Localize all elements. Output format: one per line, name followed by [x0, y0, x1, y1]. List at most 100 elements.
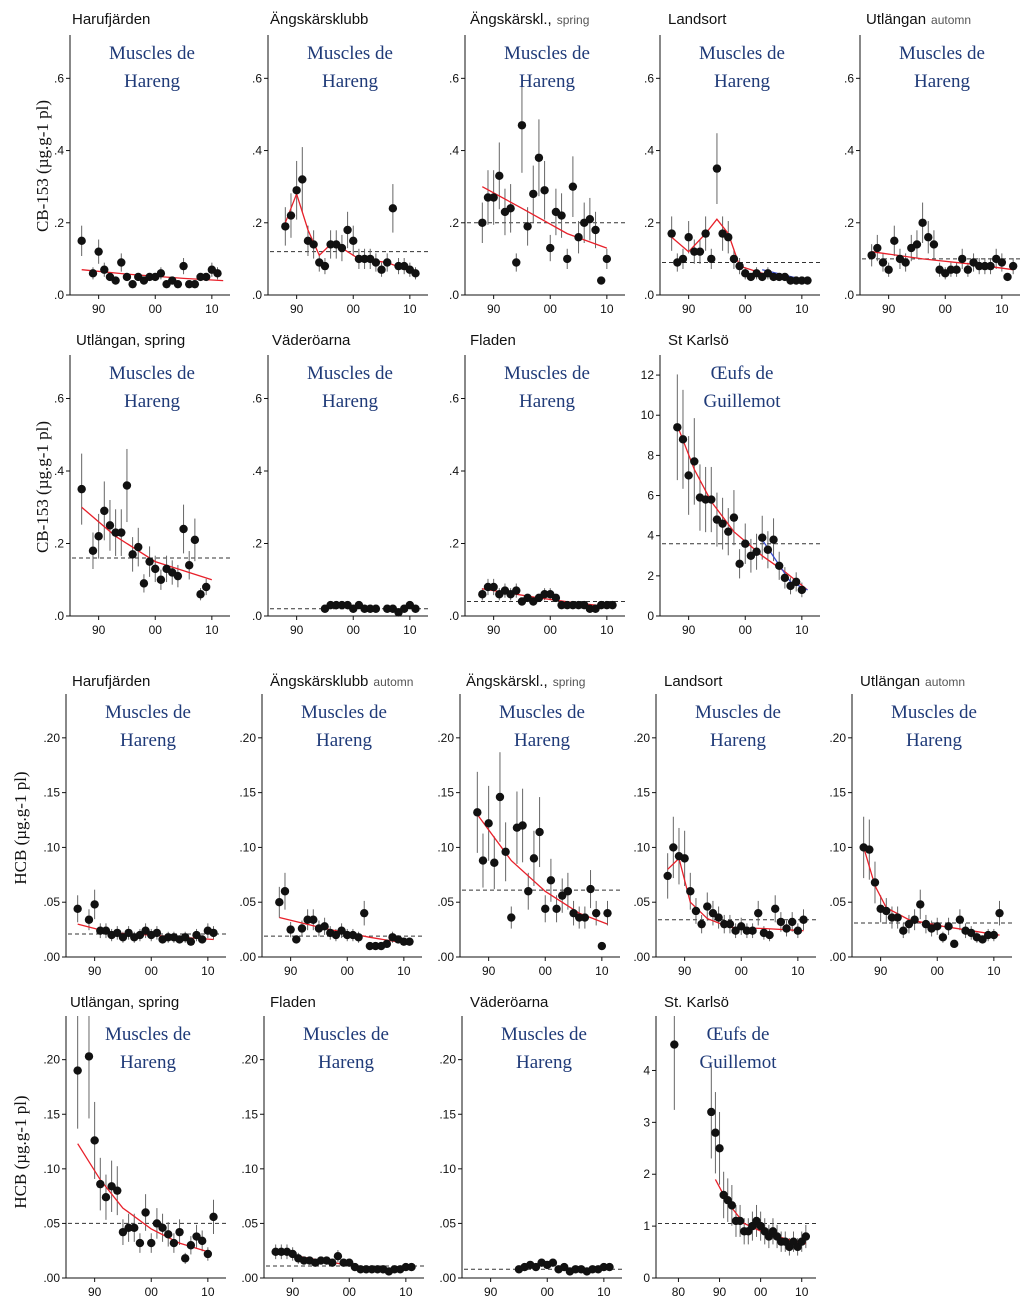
data-point: [196, 590, 205, 599]
data-point: [715, 1144, 724, 1153]
panel-title-text: Landsort: [668, 11, 727, 28]
annotation-line: Hareng: [914, 71, 970, 92]
panel-title-text: Ängskärsklubb: [270, 673, 368, 690]
data-point: [280, 887, 290, 896]
x-tick-label: 90: [484, 1285, 498, 1299]
data-point: [540, 186, 549, 195]
panel-17: Väderöarna .00 .05 .10 .15 .20 90 00 10 Muscles d…: [439, 994, 622, 1299]
data-point: [667, 229, 676, 238]
data-point: [354, 933, 363, 942]
data-point: [111, 276, 120, 285]
y-tick-label: .10: [239, 840, 256, 854]
y-tick-label: .00: [43, 1271, 60, 1285]
data-point: [186, 1241, 196, 1250]
data-point: [186, 937, 196, 946]
data-point: [727, 1201, 737, 1210]
data-point: [73, 1066, 82, 1075]
data-point: [714, 913, 723, 922]
data-point: [411, 604, 420, 613]
panel-10: Harufjärden .00 .05 .10 .15 .20 90 00 10 Muscles …: [43, 673, 226, 978]
data-point: [684, 471, 693, 480]
data-point: [100, 265, 109, 274]
panel-annotation: Œufs de Guillemot: [699, 1024, 777, 1073]
y-tick-label: .4: [252, 144, 262, 158]
panel-title: Ängskärsklubb automn: [270, 673, 413, 690]
annotation-line: Muscles de: [109, 363, 195, 384]
data-point: [724, 527, 733, 536]
data-point: [878, 258, 888, 267]
data-point: [158, 1223, 167, 1232]
panel-annotation: Muscles de Hareng: [109, 363, 195, 412]
data-point: [523, 222, 532, 231]
data-point: [118, 933, 128, 942]
panel-16: Fladen .00 .05 .10 .15 .20 90 00 10 Muscles de Har…: [241, 994, 424, 1299]
data-point: [708, 908, 718, 918]
data-point: [741, 539, 750, 548]
data-point: [147, 1238, 156, 1248]
data-point: [754, 908, 763, 918]
x-tick-label: 10: [597, 1285, 611, 1299]
y-tick-label: .15: [829, 786, 846, 800]
data-point: [921, 919, 931, 929]
data-point: [552, 904, 561, 913]
data-point: [901, 258, 910, 267]
y-tick-label: .4: [54, 144, 64, 158]
y-axis-label-row-4: HCB (µg.g-1 pl): [11, 1095, 30, 1208]
data-point: [707, 1107, 716, 1117]
data-point: [735, 559, 744, 568]
data-point: [605, 1262, 614, 1272]
panel-title-text: Harufjärden: [72, 11, 150, 28]
data-point: [517, 121, 527, 130]
y-tick-label: .10: [439, 1162, 456, 1176]
data-point: [405, 937, 414, 946]
data-point: [192, 1232, 201, 1241]
x-tick-label: 10: [600, 623, 614, 637]
data-point: [933, 922, 942, 931]
data-point: [152, 928, 162, 938]
data-point: [765, 930, 774, 940]
annotation-line: Muscles de: [105, 702, 191, 723]
annotation-line: Hareng: [519, 71, 575, 92]
data-point: [534, 153, 544, 162]
data-point: [546, 876, 556, 885]
y-tick-label: .20: [43, 1053, 60, 1067]
x-tick-label: 10: [995, 302, 1009, 316]
y-axis-label-row-1: CB-153 (µg.g-1 pl): [33, 100, 52, 232]
y-tick-label: .05: [437, 895, 454, 909]
y-tick-label: .15: [43, 786, 60, 800]
y-tick-label: .05: [43, 1216, 60, 1230]
panel-title-text: Landsort: [664, 673, 723, 690]
annotation-line: Muscles de: [301, 702, 387, 723]
y-tick-label: .15: [633, 786, 650, 800]
data-point: [164, 1230, 173, 1239]
data-point: [181, 1254, 190, 1263]
panel-title-text: Utlängan, spring: [70, 994, 179, 1011]
annotation-line: Hareng: [124, 391, 180, 412]
data-point: [776, 917, 786, 927]
y-tick-label: 10: [641, 408, 655, 422]
data-point: [737, 922, 746, 931]
panel-1: Harufjärden .0 .2 .4 .6 90 00 10 Muscles de Haren…: [54, 11, 230, 316]
x-tick-label: 00: [939, 302, 953, 316]
y-tick-label: .2: [54, 537, 64, 551]
panel-annotation: Muscles de Hareng: [504, 43, 590, 92]
data-point: [128, 279, 137, 289]
data-point: [309, 915, 318, 924]
y-tick-label: .10: [43, 840, 60, 854]
data-point: [958, 254, 967, 264]
data-point: [707, 254, 716, 264]
data-point: [360, 908, 369, 918]
data-point: [787, 917, 797, 927]
data-point: [769, 535, 778, 544]
panel-annotation: Muscles de Hareng: [303, 1024, 389, 1073]
x-tick-label: 90: [88, 964, 102, 978]
y-tick-label: .20: [439, 1053, 456, 1067]
data-point: [551, 593, 561, 603]
x-tick-label: 00: [149, 302, 163, 316]
panel-title-suffix: automn: [925, 675, 965, 689]
data-point: [673, 423, 682, 432]
y-tick-label: .20: [633, 731, 650, 745]
y-tick-label: .4: [644, 144, 654, 158]
data-point: [684, 233, 693, 242]
data-point: [122, 481, 132, 490]
